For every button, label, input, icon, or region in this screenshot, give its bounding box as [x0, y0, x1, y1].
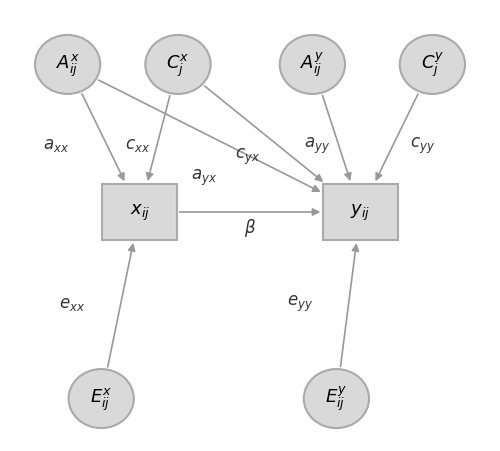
Text: $x_{ij}$: $x_{ij}$: [130, 202, 150, 223]
Circle shape: [146, 36, 210, 95]
Text: $C_{j}^{y}$: $C_{j}^{y}$: [420, 51, 444, 80]
Text: $e_{xx}$: $e_{xx}$: [60, 295, 86, 312]
FancyBboxPatch shape: [102, 184, 177, 241]
Text: $c_{yy}$: $c_{yy}$: [410, 135, 436, 156]
Text: $a_{yy}$: $a_{yy}$: [304, 135, 330, 156]
Text: $E_{ij}^{y}$: $E_{ij}^{y}$: [326, 384, 347, 413]
Text: $\beta$: $\beta$: [244, 216, 256, 239]
Text: $a_{xx}$: $a_{xx}$: [42, 137, 68, 154]
Circle shape: [35, 36, 100, 95]
Circle shape: [400, 36, 465, 95]
Text: $a_{yx}$: $a_{yx}$: [192, 168, 218, 188]
Circle shape: [304, 369, 369, 428]
Text: $c_{xx}$: $c_{xx}$: [124, 137, 150, 154]
Text: $A_{ij}^{x}$: $A_{ij}^{x}$: [56, 52, 80, 78]
Circle shape: [280, 36, 345, 95]
Text: $E_{ij}^{x}$: $E_{ij}^{x}$: [90, 386, 112, 412]
Text: $A_{ij}^{y}$: $A_{ij}^{y}$: [300, 51, 324, 80]
Text: $y_{ij}$: $y_{ij}$: [350, 202, 370, 223]
Circle shape: [68, 369, 134, 428]
Text: $e_{yy}$: $e_{yy}$: [288, 293, 314, 313]
Text: $C_{j}^{x}$: $C_{j}^{x}$: [166, 52, 190, 78]
Text: $c_{yx}$: $c_{yx}$: [235, 146, 260, 166]
FancyBboxPatch shape: [323, 184, 398, 241]
